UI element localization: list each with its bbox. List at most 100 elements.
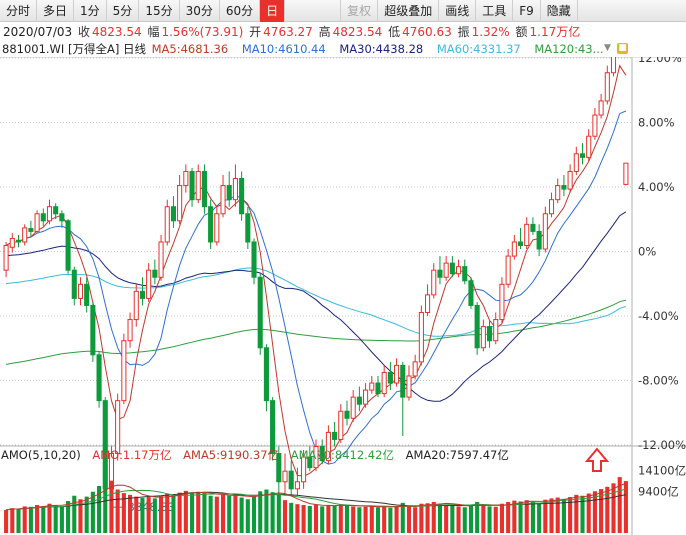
volume-bar: [66, 501, 71, 533]
candle-body: [28, 228, 34, 232]
volume-bar: [568, 497, 573, 533]
candle-body: [338, 410, 344, 440]
volume-bar: [301, 505, 306, 533]
volume-bar: [22, 506, 27, 533]
toolbar-button-11[interactable]: 画线: [439, 0, 477, 22]
candle-body: [121, 340, 127, 402]
volume-bar: [109, 480, 114, 533]
volume-bar: [506, 501, 511, 533]
volume-bar: [128, 494, 133, 533]
candle-body: [505, 255, 511, 285]
candle-body: [319, 445, 325, 462]
volume-bar: [369, 505, 374, 533]
volume-bar: [351, 506, 356, 533]
candle-body: [567, 170, 573, 190]
candle-body: [511, 241, 517, 257]
toolbar-button-4[interactable]: 15分: [139, 0, 180, 22]
toolbar-button-1[interactable]: 多日: [37, 0, 75, 22]
candle-body: [301, 456, 307, 483]
candle-body: [232, 178, 238, 201]
volume-bar: [233, 493, 238, 533]
amo-legend: AMO(5,10,20) AMO:1.17万亿 AMA5:9190.37亿 AM…: [0, 447, 630, 463]
ma-legend: 881001.WI [万得全A] 日线 MA5:4681.36 MA10:461…: [0, 41, 630, 57]
candle-body: [406, 375, 412, 398]
volume-bar: [171, 494, 176, 533]
volume-bar: [561, 498, 566, 533]
toolbar-button-0[interactable]: 分时: [0, 0, 38, 22]
candle-body: [195, 170, 201, 201]
toolbar-button-10[interactable]: 超级叠加: [378, 0, 440, 22]
volume-bar: [419, 503, 424, 533]
toolbar-button-6[interactable]: 60分: [220, 0, 261, 22]
amount-value: 1.17万亿: [529, 25, 581, 39]
volume-bar: [592, 491, 597, 533]
candle-body: [437, 269, 443, 278]
candle-body: [127, 319, 133, 342]
volume-bar: [84, 496, 89, 533]
volume-bar: [245, 499, 250, 533]
toolbar-button-2[interactable]: 1分: [74, 0, 107, 22]
y-axis-labels: 12.00% 8.00% 4.00% 0% -4.00% -8.00% -12.00%: [638, 57, 686, 452]
ma120-legend: MA120:43...: [534, 42, 604, 56]
candle-body: [282, 470, 288, 483]
price-annotations: 4823.543848.83: [113, 447, 610, 514]
candle-body: [456, 266, 462, 275]
candle-body: [623, 162, 629, 185]
volume-bar: [623, 481, 628, 533]
low-label: 低: [388, 25, 401, 39]
dropdown-triangle-icon[interactable]: ▼: [604, 43, 611, 53]
toolbar-button-12[interactable]: 工具: [476, 0, 514, 22]
volume-bar: [326, 505, 331, 533]
period-toolbar: 分时 多日 1分 5分 15分 30分 60分日 复权 超级叠加 画线 工具 F9 隐藏: [0, 0, 686, 22]
candle-body: [325, 431, 331, 462]
volume-bar: [499, 503, 504, 533]
candle-body: [418, 312, 424, 363]
candle-body: [102, 400, 108, 490]
candlesticks: [3, 57, 629, 508]
volume-bar: [264, 489, 269, 533]
candle-body: [530, 223, 536, 232]
candle-body: [40, 213, 46, 222]
volume-bar: [543, 499, 548, 533]
candle-body: [443, 262, 449, 278]
candle-body: [115, 400, 121, 455]
toolbar-button-13[interactable]: F9: [513, 0, 541, 22]
toolbar-button-3[interactable]: 5分: [107, 0, 140, 22]
index-code-label: 881001.WI [万得全A] 日线: [2, 42, 146, 56]
candle-body: [517, 241, 524, 247]
toolbar-button-14[interactable]: 隐藏: [541, 0, 578, 22]
toolbar-button-7[interactable]: 日: [260, 0, 286, 22]
candle-body: [263, 347, 269, 402]
volume-bar: [97, 485, 102, 533]
candle-body: [486, 326, 493, 342]
volume-bar: [220, 494, 226, 533]
candle-body: [586, 135, 592, 158]
moving-average-lines: [5, 64, 627, 477]
volume-bar: [394, 506, 399, 533]
candle-body: [344, 410, 350, 419]
candle-body: [350, 396, 356, 419]
price-chart[interactable]: 12.00% 8.00% 4.00% 0% -4.00% -8.00% -12.00% 48…: [0, 57, 686, 535]
quote-date: 2020/07/03: [3, 25, 73, 39]
candle-body: [294, 481, 300, 490]
volume-bar: [295, 504, 300, 533]
volume-bar: [357, 507, 362, 533]
candle-body: [394, 364, 400, 384]
volume-bar: [251, 496, 257, 533]
close-label: 收: [78, 25, 91, 39]
toolbar-button-9[interactable]: 复权: [341, 0, 379, 22]
toolbar-button-5[interactable]: 30分: [180, 0, 220, 22]
ma30-line: [6, 211, 627, 402]
volume-bars: 14100亿 9400亿: [4, 463, 686, 533]
volume-bar: [53, 505, 58, 533]
change-value: 1.56%(73.91): [161, 25, 244, 39]
candle-body: [425, 294, 431, 314]
volume-bar: [183, 490, 188, 533]
volume-tick-label: 9400亿: [638, 484, 679, 498]
candle-body: [90, 304, 96, 356]
candle-body: [15, 239, 22, 243]
volume-bar: [214, 496, 219, 533]
lock-icon[interactable]: ■: [617, 43, 628, 54]
candle-body: [288, 470, 294, 490]
candle-body: [251, 241, 257, 278]
